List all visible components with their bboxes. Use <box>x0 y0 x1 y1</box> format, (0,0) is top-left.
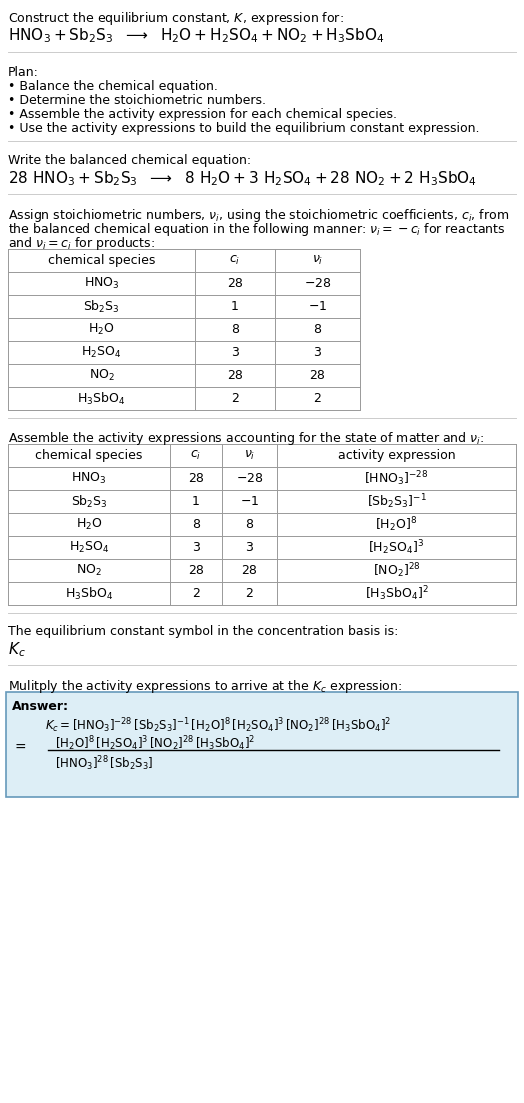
Text: 2: 2 <box>246 587 254 600</box>
Text: 28: 28 <box>242 564 257 577</box>
Text: 3: 3 <box>192 540 200 554</box>
Text: $\mathrm{HNO_3}$: $\mathrm{HNO_3}$ <box>84 276 119 291</box>
Text: $\mathrm{28\ HNO_3 + Sb_2S_3}$  $\longrightarrow$  $\mathrm{8\ H_2O + 3\ H_2SO_4: $\mathrm{28\ HNO_3 + Sb_2S_3}$ $\longrig… <box>8 169 477 188</box>
Text: activity expression: activity expression <box>337 449 455 462</box>
Text: 8: 8 <box>231 323 239 336</box>
Text: the balanced chemical equation in the following manner: $\nu_i = -c_i$ for react: the balanced chemical equation in the fo… <box>8 221 506 238</box>
Text: • Balance the chemical equation.: • Balance the chemical equation. <box>8 81 218 93</box>
Text: $-28$: $-28$ <box>304 277 331 290</box>
Text: chemical species: chemical species <box>35 449 143 462</box>
Text: Mulitply the activity expressions to arrive at the $K_c$ expression:: Mulitply the activity expressions to arr… <box>8 678 402 695</box>
Text: $-28$: $-28$ <box>236 472 263 485</box>
Text: $c_i$: $c_i$ <box>230 254 241 267</box>
Text: and $\nu_i = c_i$ for products:: and $\nu_i = c_i$ for products: <box>8 235 155 251</box>
Text: $\mathrm{H_3SbO_4}$: $\mathrm{H_3SbO_4}$ <box>78 390 126 407</box>
Text: $-1$: $-1$ <box>308 300 327 313</box>
Text: 2: 2 <box>231 392 239 405</box>
Text: Assemble the activity expressions accounting for the state of matter and $\nu_i$: Assemble the activity expressions accoun… <box>8 430 484 447</box>
Text: • Assemble the activity expression for each chemical species.: • Assemble the activity expression for e… <box>8 108 397 121</box>
Text: $\nu_i$: $\nu_i$ <box>244 449 255 462</box>
Text: $[\mathrm{H_3SbO_4}]^{2}$: $[\mathrm{H_3SbO_4}]^{2}$ <box>365 585 428 603</box>
Text: $\mathrm{Sb_2S_3}$: $\mathrm{Sb_2S_3}$ <box>71 493 107 510</box>
Text: Write the balanced chemical equation:: Write the balanced chemical equation: <box>8 154 251 167</box>
Text: 28: 28 <box>188 564 204 577</box>
Text: $\mathrm{NO_2}$: $\mathrm{NO_2}$ <box>89 368 114 383</box>
Text: 8: 8 <box>246 518 254 531</box>
Text: $[\mathrm{H_2O}]^{8}\,[\mathrm{H_2SO_4}]^{3}\,[\mathrm{NO_2}]^{28}\,[\mathrm{H_3: $[\mathrm{H_2O}]^{8}\,[\mathrm{H_2SO_4}]… <box>55 733 255 752</box>
Text: 8: 8 <box>313 323 322 336</box>
Text: $\mathrm{H_2O}$: $\mathrm{H_2O}$ <box>76 517 102 532</box>
Text: $c_i$: $c_i$ <box>190 449 202 462</box>
Text: $[\mathrm{H_2SO_4}]^{3}$: $[\mathrm{H_2SO_4}]^{3}$ <box>368 538 424 557</box>
Text: $\nu_i$: $\nu_i$ <box>312 254 323 267</box>
Text: $[\mathrm{HNO_3}]^{-28}$: $[\mathrm{HNO_3}]^{-28}$ <box>364 469 429 488</box>
Text: $=$: $=$ <box>12 739 27 753</box>
Text: 28: 28 <box>227 277 243 290</box>
Text: chemical species: chemical species <box>48 254 155 267</box>
Text: • Determine the stoichiometric numbers.: • Determine the stoichiometric numbers. <box>8 94 266 107</box>
Bar <box>6 692 518 797</box>
Text: $\mathrm{H_2SO_4}$: $\mathrm{H_2SO_4}$ <box>69 540 109 555</box>
Text: • Use the activity expressions to build the equilibrium constant expression.: • Use the activity expressions to build … <box>8 122 479 135</box>
Text: $-1$: $-1$ <box>240 495 259 508</box>
Text: 28: 28 <box>188 472 204 485</box>
Text: 3: 3 <box>246 540 254 554</box>
Text: 3: 3 <box>231 346 239 358</box>
Text: 1: 1 <box>192 495 200 508</box>
Text: $\mathrm{H_2SO_4}$: $\mathrm{H_2SO_4}$ <box>81 345 122 360</box>
Text: $[\mathrm{Sb_2S_3}]^{-1}$: $[\mathrm{Sb_2S_3}]^{-1}$ <box>367 492 427 511</box>
Text: $\mathrm{Sb_2S_3}$: $\mathrm{Sb_2S_3}$ <box>83 299 120 314</box>
Text: $\mathrm{HNO_3}$: $\mathrm{HNO_3}$ <box>71 471 107 486</box>
Text: 8: 8 <box>192 518 200 531</box>
Text: $\mathrm{HNO_3 + Sb_2S_3}$  $\longrightarrow$  $\mathrm{H_2O + H_2SO_4 + NO_2 + : $\mathrm{HNO_3 + Sb_2S_3}$ $\longrightar… <box>8 26 384 45</box>
Text: 2: 2 <box>313 392 321 405</box>
Text: $\mathrm{H_3SbO_4}$: $\mathrm{H_3SbO_4}$ <box>65 586 113 601</box>
Text: Construct the equilibrium constant, $K$, expression for:: Construct the equilibrium constant, $K$,… <box>8 10 344 26</box>
Text: The equilibrium constant symbol in the concentration basis is:: The equilibrium constant symbol in the c… <box>8 625 398 638</box>
Text: $[\mathrm{HNO_3}]^{28}\,[\mathrm{Sb_2S_3}]$: $[\mathrm{HNO_3}]^{28}\,[\mathrm{Sb_2S_3… <box>55 754 154 773</box>
Text: Plan:: Plan: <box>8 66 39 79</box>
Text: Assign stoichiometric numbers, $\nu_i$, using the stoichiometric coefficients, $: Assign stoichiometric numbers, $\nu_i$, … <box>8 207 509 224</box>
Text: $\mathrm{NO_2}$: $\mathrm{NO_2}$ <box>76 563 102 578</box>
Text: 28: 28 <box>227 370 243 382</box>
Text: $K_c$: $K_c$ <box>8 640 26 658</box>
Text: Answer:: Answer: <box>12 700 69 713</box>
Text: 2: 2 <box>192 587 200 600</box>
Text: $K_c = [\mathrm{HNO_3}]^{-28}\,[\mathrm{Sb_2S_3}]^{-1}\,[\mathrm{H_2O}]^{8}\,[\m: $K_c = [\mathrm{HNO_3}]^{-28}\,[\mathrm{… <box>45 716 391 735</box>
Text: $[\mathrm{H_2O}]^{8}$: $[\mathrm{H_2O}]^{8}$ <box>375 515 418 534</box>
Text: 28: 28 <box>310 370 325 382</box>
Text: 1: 1 <box>231 300 239 313</box>
Text: $\mathrm{H_2O}$: $\mathrm{H_2O}$ <box>88 322 115 338</box>
Text: 3: 3 <box>313 346 321 358</box>
Text: $[\mathrm{NO_2}]^{28}$: $[\mathrm{NO_2}]^{28}$ <box>373 561 420 580</box>
